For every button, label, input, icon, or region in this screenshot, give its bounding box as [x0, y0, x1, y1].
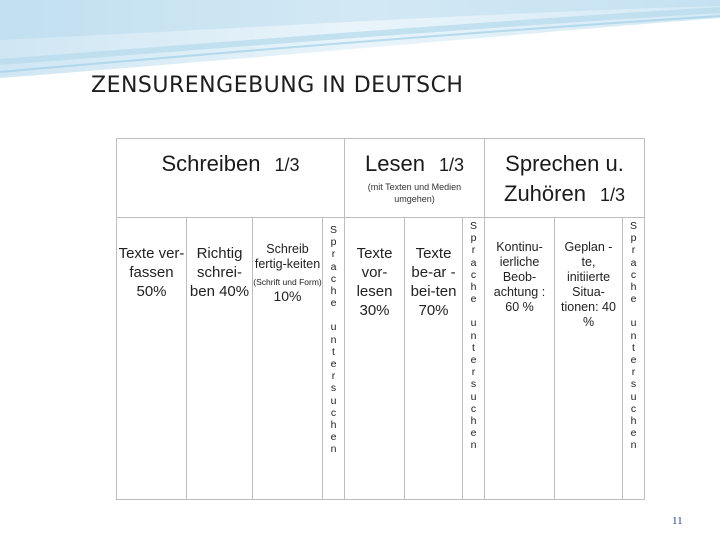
- header-schreiben: Schreiben 1/3: [116, 138, 345, 218]
- vertical-label-1: Sprache untersuchen: [329, 224, 337, 456]
- header-lesen: Lesen 1/3 (mit Texten und Medien umgehen): [344, 138, 485, 218]
- cell-schreibfertigkeiten: Schreib fertig-keiten (Schrift und Form)…: [252, 217, 323, 500]
- schreibfertigkeiten-text: Schreib fertig-keiten: [254, 242, 321, 271]
- vertical-label-2: Sprache untersuchen: [469, 220, 477, 452]
- texte-bearbeiten-text: Texte be-ar -bei-ten 70%: [410, 245, 457, 319]
- texte-verfassen-text: Texte ver-fassen 50%: [118, 245, 185, 300]
- cell-texte-bearbeiten: Texte be-ar -bei-ten 70%: [404, 217, 463, 500]
- cell-kontinuierliche-beobachtung: Kontinu-ierliche Beob-achtung : 60 %: [484, 217, 555, 500]
- richtig-schreiben-text: Richtig schrei-ben 40%: [189, 245, 250, 300]
- cell-texte-verfassen: Texte ver-fassen 50%: [116, 217, 187, 500]
- header-schreiben-fraction: 1/3: [274, 155, 300, 175]
- slide-title: ZENSURENGEBUNG IN DEUTSCH: [91, 73, 464, 98]
- page-number: 11: [672, 515, 683, 527]
- header-sprechen-line2: Zuhören: [504, 181, 586, 206]
- header-sprechen-fraction: 1/3: [599, 185, 625, 205]
- cell-texte-vorlesen: Texte vor-lesen 30%: [344, 217, 405, 500]
- cell-geplante-situationen: Geplan -te, initiierte Situa-tionen: 40 …: [554, 217, 623, 500]
- cell-richtig-schreiben: Richtig schrei-ben 40%: [186, 217, 253, 500]
- schreibfertigkeiten-percent: 10%: [273, 288, 302, 304]
- geplante-situationen-text: Geplan -te, initiierte Situa-tionen: 40 …: [561, 240, 616, 329]
- header-banner: [0, 0, 720, 80]
- grading-table: Schreiben 1/3 Lesen 1/3 (mit Texten und Me…: [116, 138, 645, 500]
- schreibfertigkeiten-note: (Schrift und Form): [253, 277, 322, 287]
- header-lesen-note: (mit Texten und Medien umgehen): [367, 182, 462, 204]
- kontinuierliche-beobachtung-text: Kontinu-ierliche Beob-achtung : 60 %: [493, 240, 546, 314]
- header-lesen-fraction: 1/3: [438, 155, 464, 175]
- cell-vertical-2: Sprache untersuchen: [462, 217, 485, 500]
- texte-vorlesen-text: Texte vor-lesen 30%: [356, 245, 393, 319]
- header-sprechen-line1: Sprechen u.: [505, 151, 624, 176]
- cell-vertical-1: Sprache untersuchen: [322, 217, 345, 500]
- cell-vertical-3: Sprache untersuchen: [622, 217, 645, 500]
- header-schreiben-label: Schreiben: [161, 151, 261, 176]
- vertical-label-3: Sprache untersuchen: [629, 220, 637, 452]
- header-sprechen: Sprechen u. Zuhören 1/3: [484, 138, 645, 218]
- header-lesen-label: Lesen: [365, 151, 425, 176]
